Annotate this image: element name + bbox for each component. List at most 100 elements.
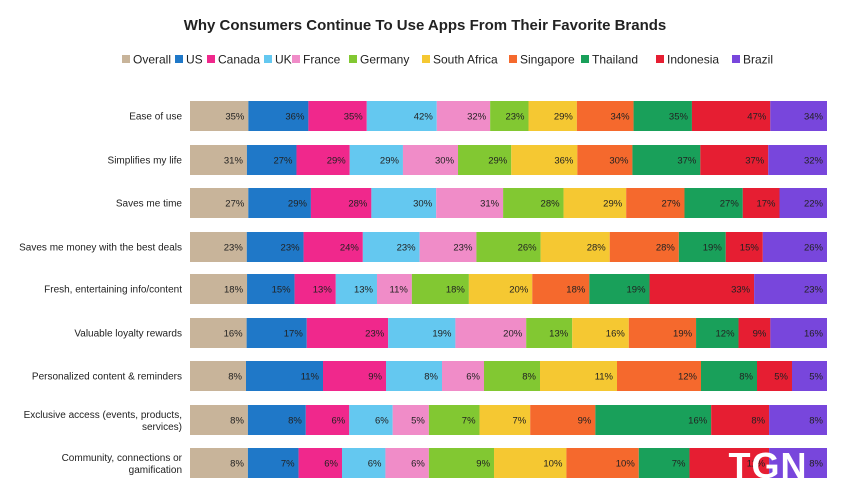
data-label-5-0: 16%	[224, 329, 244, 340]
bar-segment-7-10	[769, 405, 827, 435]
bar-segment-0-1	[248, 101, 309, 131]
bar-segment-7-9	[711, 405, 770, 435]
data-label-3-10: 26%	[804, 243, 824, 254]
data-label-7-8: 16%	[688, 416, 708, 427]
data-label-2-1: 29%	[288, 199, 308, 210]
data-label-7-3: 6%	[375, 416, 389, 427]
data-label-5-9: 9%	[753, 329, 767, 340]
bar-segment-4-10	[754, 274, 827, 304]
legend: Overall US Canada UK France Germany South Afri…	[122, 53, 773, 67]
bar-segment-2-7	[626, 188, 685, 218]
category-label-8: Community, connections or gamification	[62, 453, 183, 476]
data-label-8-2: 6%	[324, 459, 338, 470]
bar-segment-8-0	[190, 448, 248, 478]
data-label-7-10: 8%	[809, 416, 823, 427]
bar-segment-4-1	[247, 274, 295, 304]
data-label-4-4: 11%	[390, 285, 409, 296]
legend-label-8: Thailand	[592, 53, 638, 67]
category-axis: Ease of use Simplifies my life Saves me ti…	[19, 112, 183, 477]
bar-segment-7-4	[392, 405, 429, 435]
bar-segment-1-6	[511, 145, 578, 175]
data-label-7-4: 5%	[411, 416, 425, 427]
data-label-4-3: 13%	[354, 285, 374, 296]
bar-segment-3-2	[303, 232, 363, 262]
data-label-6-6: 11%	[595, 372, 614, 383]
data-label-4-6: 20%	[509, 285, 529, 296]
data-label-0-10: 34%	[804, 112, 824, 123]
data-label-0-7: 34%	[611, 112, 631, 123]
bar-segment-7-8	[595, 405, 712, 435]
legend-swatch-10	[732, 55, 740, 63]
data-label-8-7: 10%	[616, 459, 636, 470]
bar-segment-4-7	[532, 274, 590, 304]
data-label-4-5: 18%	[446, 285, 466, 296]
bar-segment-0-3	[366, 101, 437, 131]
watermark: TGN	[729, 445, 807, 486]
category-label-6: Personalized content & reminders	[32, 372, 182, 383]
data-label-5-1: 17%	[284, 329, 304, 340]
bar-segment-0-7	[576, 101, 634, 131]
data-label-6-8: 8%	[739, 372, 753, 383]
bar-segment-0-0	[190, 101, 249, 131]
data-label-1-10: 32%	[804, 156, 824, 167]
data-label-4-7: 18%	[566, 285, 586, 296]
chart-title: Why Consumers Continue To Use Apps From …	[184, 17, 667, 34]
category-label-7: Exclusive access (events, products, servi…	[24, 410, 182, 433]
data-label-3-2: 24%	[340, 243, 360, 254]
bar-segment-8-2	[298, 448, 343, 478]
data-label-3-6: 28%	[587, 243, 607, 254]
bar-segment-4-4	[376, 274, 412, 304]
data-label-8-4: 6%	[411, 459, 425, 470]
data-label-6-4: 6%	[466, 372, 480, 383]
data-label-0-6: 29%	[554, 112, 574, 123]
bar-segment-6-10	[792, 361, 827, 391]
legend-label-2: Canada	[218, 53, 260, 67]
legend-label-9: Indonesia	[667, 53, 719, 67]
data-label-5-4: 20%	[503, 329, 523, 340]
data-label-6-10: 5%	[809, 372, 823, 383]
bar-segment-1-0	[190, 145, 247, 175]
bar-segment-5-0	[190, 318, 247, 348]
data-label-4-9: 33%	[731, 285, 751, 296]
legend-label-0: Overall	[133, 53, 171, 67]
legend-swatch-0	[122, 55, 130, 63]
bar-segment-8-5	[428, 448, 495, 478]
bar-segment-0-10	[770, 101, 827, 131]
data-label-0-4: 32%	[467, 112, 487, 123]
data-label-3-8: 19%	[703, 243, 723, 254]
data-label-4-1: 15%	[272, 285, 292, 296]
bar-segment-7-1	[247, 405, 306, 435]
data-label-6-3: 8%	[424, 372, 438, 383]
bar-segment-1-3	[349, 145, 403, 175]
bar-segment-7-2	[305, 405, 350, 435]
legend-swatch-7	[509, 55, 517, 63]
bar-segment-8-7	[566, 448, 639, 478]
bar-segment-2-8	[684, 188, 743, 218]
category-label-4: Fresh, entertaining info/content	[44, 285, 182, 296]
bar-segment-6-6	[540, 361, 617, 391]
data-label-4-8: 19%	[627, 285, 647, 296]
data-label-3-4: 23%	[453, 243, 473, 254]
data-label-5-10: 16%	[804, 329, 824, 340]
legend-swatch-9	[656, 55, 664, 63]
bar-segment-1-8	[632, 145, 701, 175]
data-label-2-4: 31%	[480, 199, 500, 210]
data-label-3-3: 23%	[397, 243, 417, 254]
bar-segment-5-1	[246, 318, 307, 348]
data-label-1-6: 36%	[554, 156, 574, 167]
data-label-1-0: 31%	[224, 156, 244, 167]
data-label-3-5: 26%	[518, 243, 538, 254]
data-label-2-3: 30%	[413, 199, 433, 210]
data-label-0-3: 42%	[414, 112, 434, 123]
legend-label-7: Singapore	[520, 53, 575, 67]
bar-segment-4-6	[468, 274, 533, 304]
data-label-2-0: 27%	[225, 199, 245, 210]
bar-segment-2-6	[563, 188, 627, 218]
data-label-7-7: 9%	[578, 416, 592, 427]
bar-segment-8-4	[385, 448, 429, 478]
data-label-1-2: 29%	[327, 156, 347, 167]
data-label-8-0: 8%	[230, 459, 244, 470]
data-label-2-8: 27%	[720, 199, 740, 210]
bar-segment-2-1	[248, 188, 311, 218]
data-label-1-5: 29%	[488, 156, 508, 167]
